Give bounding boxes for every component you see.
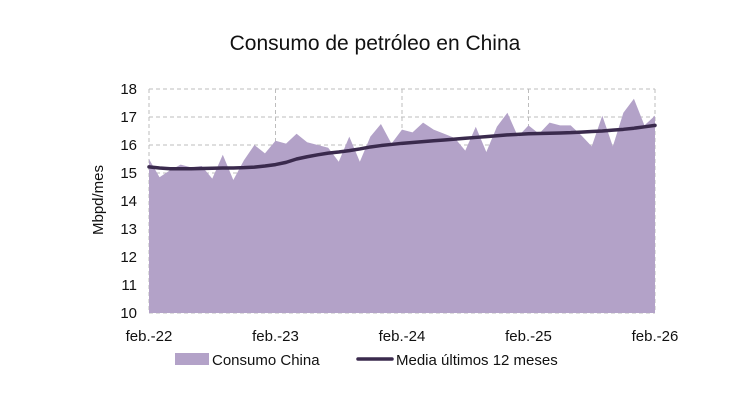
y-axis-ticks: 10 11 12 13 14 15 16 17 18 — [120, 81, 137, 322]
y-tick-label-1: 11 — [121, 277, 137, 294]
line-series-group — [147, 123, 657, 171]
x-tick-label-3: feb.-25 — [505, 328, 552, 345]
y-tick-label-8: 18 — [120, 81, 137, 98]
legend-label-line: Media últimos 12 meses — [396, 352, 558, 369]
line-series-media-12-meses — [147, 123, 657, 171]
x-tick-label-1: feb.-23 — [252, 328, 299, 345]
legend: Consumo China Media últimos 12 meses — [175, 352, 558, 369]
chart-title: Consumo de petróleo en China — [230, 32, 521, 55]
y-tick-label-7: 17 — [120, 109, 137, 126]
area-series-group — [149, 98, 655, 313]
x-tick-label-2: feb.-24 — [379, 328, 426, 345]
x-axis-ticks: feb.-22 feb.-23 feb.-24 feb.-25 feb.-26 — [126, 328, 679, 345]
y-axis-label: Mbpd/mes — [90, 165, 107, 235]
x-tick-label-0: feb.-22 — [126, 328, 173, 345]
y-tick-label-5: 15 — [120, 165, 137, 182]
y-tick-label-6: 16 — [120, 137, 137, 154]
area-series-consumo-china — [149, 98, 655, 313]
y-tick-label-4: 14 — [120, 193, 137, 210]
x-tick-label-4: feb.-26 — [632, 328, 679, 345]
y-tick-label-0: 10 — [120, 305, 137, 322]
y-tick-label-2: 12 — [120, 249, 137, 266]
legend-swatch-area — [175, 353, 209, 365]
y-tick-label-3: 13 — [120, 221, 137, 238]
legend-label-area: Consumo China — [212, 352, 320, 369]
